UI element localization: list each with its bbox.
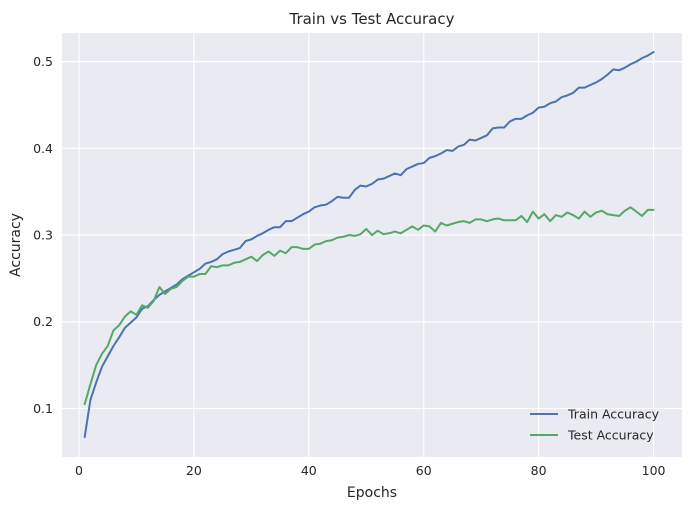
y-tick-label: 0.5 [33,54,53,69]
legend: Train Accuracy Test Accuracy [530,407,660,443]
tick-labels: 0 20 40 60 80 100 0.1 0.2 0.3 0.4 0.5 [33,54,665,478]
x-tick-label: 100 [642,463,666,478]
x-tick-label: 80 [531,463,547,478]
series-line-train-accuracy [83,51,655,439]
x-tick-label: 60 [416,463,432,478]
x-tick-label: 0 [75,463,83,478]
y-axis-label: Accuracy [8,213,24,277]
x-tick-label: 40 [301,463,317,478]
y-tick-label: 0.4 [33,141,53,156]
legend-label-test-accuracy: Test Accuracy [567,428,654,443]
series-layer [83,51,655,439]
y-tick-label: 0.2 [33,314,53,329]
y-tick-label: 0.1 [33,401,53,416]
series-line-test-accuracy [83,206,655,406]
x-axis-label: Epochs [347,485,397,501]
chart-title: Train vs Test Accuracy [288,10,454,28]
y-tick-label: 0.3 [33,228,53,243]
legend-label-train-accuracy: Train Accuracy [567,407,660,422]
plot-background [62,33,682,457]
x-tick-label: 20 [186,463,202,478]
